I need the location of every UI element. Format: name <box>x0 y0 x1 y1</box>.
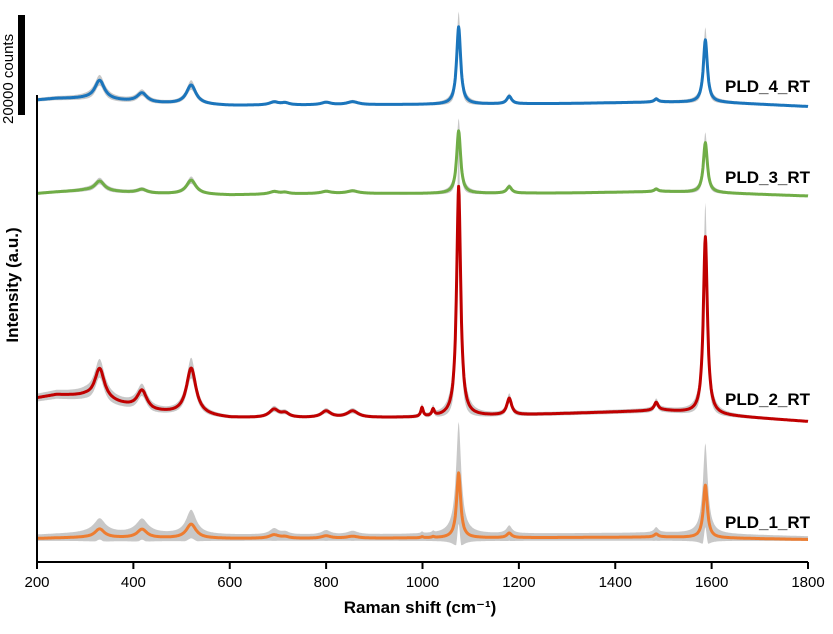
x-axis-ticks: 200 400 600 800 1000 1200 1400 1600 1800 <box>24 562 825 591</box>
series-line-pld_4_rt <box>36 25 809 108</box>
series-labels: PLD_4_RT PLD_3_RT PLD_2_RT PLD_1_RT <box>725 77 811 532</box>
scale-bar: 20000 counts <box>0 15 25 124</box>
x-tick-label-200: 200 <box>24 574 49 591</box>
series-label-pld_3_rt: PLD_3_RT <box>725 168 811 187</box>
uncertainty-band-pld_1_rt <box>37 421 808 546</box>
x-tick-label-1800: 1800 <box>791 574 824 591</box>
axes: 200 400 600 800 1000 1200 1400 1600 1800 Raman s… <box>3 95 825 617</box>
x-tick-label-800: 800 <box>314 574 339 591</box>
x-tick-label-1400: 1400 <box>599 574 632 591</box>
x-tick-label-600: 600 <box>217 574 242 591</box>
x-tick-label-1200: 1200 <box>502 574 535 591</box>
series-lines <box>36 25 809 541</box>
scale-bar-label: 20000 counts <box>0 34 17 124</box>
x-tick-label-1000: 1000 <box>406 574 439 591</box>
series-line-pld_3_rt <box>36 129 809 198</box>
uncertainty-bands <box>37 11 808 546</box>
uncertainty-band-pld_3_rt <box>37 118 808 197</box>
uncertainty-band-pld_4_rt <box>37 11 808 108</box>
series-line-pld_2_rt <box>36 184 809 423</box>
series-label-pld_1_rt: PLD_1_RT <box>725 513 811 532</box>
x-tick-label-1600: 1600 <box>695 574 728 591</box>
x-axis-title: Raman shift (cm⁻¹) <box>344 598 497 617</box>
series-label-pld_4_rt: PLD_4_RT <box>725 77 811 96</box>
scale-bar-rect <box>18 15 25 115</box>
uncertainty-band-pld_2_rt <box>37 143 808 423</box>
series-line-pld_1_rt <box>36 471 809 541</box>
x-tick-label-400: 400 <box>121 574 146 591</box>
series-label-pld_2_rt: PLD_2_RT <box>725 390 811 409</box>
y-axis-title: Intensity (a.u.) <box>3 227 22 342</box>
